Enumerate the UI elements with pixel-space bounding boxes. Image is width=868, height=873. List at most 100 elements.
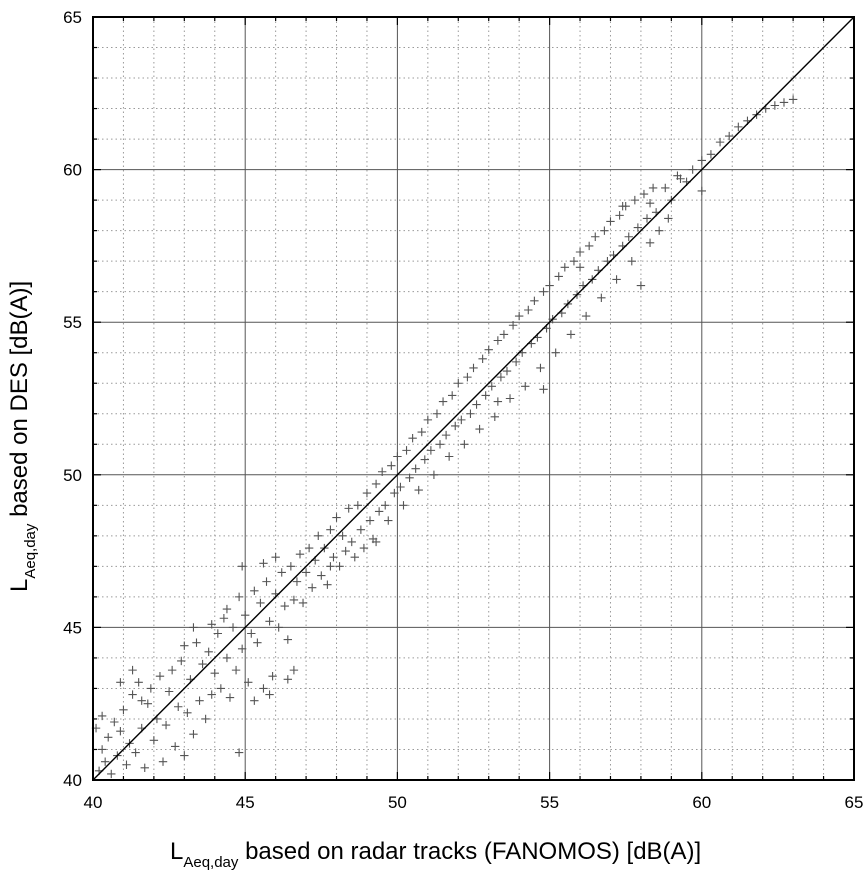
data-point <box>271 553 280 562</box>
data-point <box>688 165 697 174</box>
data-point <box>100 757 110 766</box>
data-point <box>137 696 146 705</box>
data-point <box>204 647 213 657</box>
data-point <box>131 748 140 757</box>
data-point <box>539 385 548 394</box>
data-points <box>91 95 798 779</box>
x-axis-title-subscript: Aeq,day <box>183 854 239 871</box>
data-point <box>329 553 338 562</box>
data-point <box>244 678 253 687</box>
data-point <box>104 733 113 742</box>
data-point <box>326 525 335 534</box>
y-tick-label: 50 <box>63 466 82 485</box>
data-point <box>210 668 219 678</box>
data-point <box>654 226 664 235</box>
data-point <box>597 293 606 302</box>
data-point <box>788 95 798 104</box>
data-point <box>359 543 369 553</box>
x-tick-label: 45 <box>236 793 255 812</box>
data-point <box>247 629 256 638</box>
data-point <box>195 696 204 705</box>
data-point <box>277 568 286 577</box>
data-point <box>97 711 107 721</box>
data-point <box>411 464 420 473</box>
data-point <box>429 470 439 479</box>
data-point <box>423 415 433 425</box>
data-point <box>119 705 128 715</box>
data-point <box>447 391 457 400</box>
y-axis-title-subscript: Aeq,day <box>22 523 39 579</box>
data-point <box>323 580 332 589</box>
data-point <box>326 562 335 571</box>
data-point <box>207 620 216 629</box>
data-point <box>481 391 490 400</box>
data-point <box>569 256 579 266</box>
x-axis-title-rest: based on radar tracks (FANOMOS) [dB(A)] <box>238 838 701 865</box>
data-point <box>484 345 493 354</box>
data-point <box>664 214 673 223</box>
data-point <box>475 424 484 434</box>
data-point <box>639 189 649 199</box>
data-point <box>432 409 442 418</box>
data-point <box>770 101 780 110</box>
y-tick-label: 40 <box>63 771 82 790</box>
data-point <box>213 629 223 638</box>
data-point <box>441 430 451 440</box>
data-point <box>225 693 235 702</box>
data-point <box>301 568 311 577</box>
data-point <box>292 577 302 586</box>
data-point <box>457 415 466 425</box>
data-point <box>237 644 247 653</box>
data-point <box>222 604 232 614</box>
data-point <box>143 699 152 708</box>
data-point <box>697 156 706 165</box>
data-point <box>167 665 177 675</box>
data-point <box>584 241 594 251</box>
data-point <box>612 275 621 284</box>
data-point <box>387 461 396 470</box>
data-point <box>393 452 402 461</box>
data-point <box>140 763 149 772</box>
data-point <box>259 559 268 568</box>
data-point <box>618 202 627 211</box>
data-point <box>466 409 475 418</box>
data-point <box>381 501 390 510</box>
data-point <box>724 131 734 141</box>
data-point <box>551 348 560 357</box>
data-point <box>502 366 512 376</box>
data-point <box>289 595 299 605</box>
data-point <box>408 433 417 443</box>
data-point <box>198 659 207 669</box>
x-tick-label: 60 <box>692 793 711 812</box>
data-point <box>545 281 554 290</box>
axis-ticks <box>92 16 855 781</box>
data-point <box>405 473 414 483</box>
data-point <box>454 379 463 388</box>
data-point <box>158 757 168 766</box>
data-point <box>451 421 460 431</box>
data-point <box>648 183 658 193</box>
data-point <box>350 553 359 562</box>
x-axis-title: LAeq,day based on radar tracks (FANOMOS)… <box>170 838 701 871</box>
data-point <box>174 702 183 711</box>
data-point <box>600 226 609 235</box>
data-point <box>511 357 521 367</box>
y-tick-label: 55 <box>63 313 82 332</box>
data-point <box>396 482 405 492</box>
data-point <box>645 198 655 208</box>
data-point <box>161 720 171 730</box>
data-point <box>606 217 615 226</box>
data-point <box>253 638 262 647</box>
data-point <box>627 256 636 266</box>
data-point <box>237 562 247 571</box>
y-axis-title-rest: based on DES [dB(A)] <box>6 281 33 524</box>
data-point <box>116 678 125 687</box>
data-point <box>779 98 789 107</box>
data-point <box>110 717 119 727</box>
data-point <box>128 690 137 699</box>
data-point <box>715 137 725 147</box>
data-point <box>356 525 366 534</box>
data-point <box>591 232 600 241</box>
data-point <box>615 211 624 220</box>
data-point <box>371 479 381 489</box>
